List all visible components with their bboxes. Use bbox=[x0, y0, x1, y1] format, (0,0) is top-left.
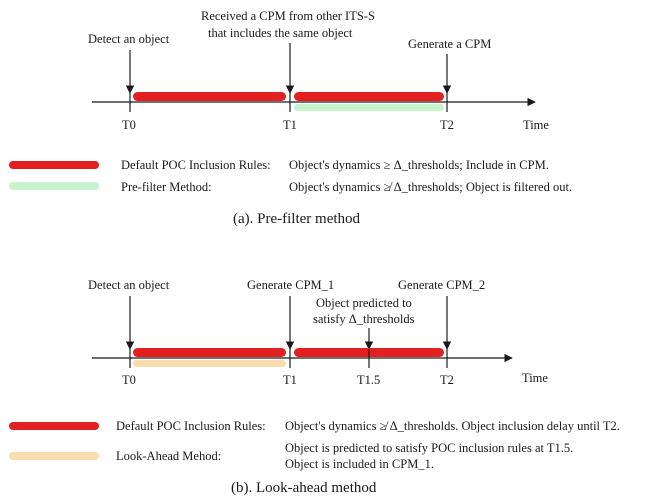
legend-default-swatch bbox=[9, 161, 99, 169]
event-received-label-line1: Received a CPM from other ITS-S bbox=[201, 9, 375, 23]
time-axis-label: Time bbox=[522, 371, 548, 385]
legend-prefilter-name: Pre-filter Method: bbox=[121, 180, 212, 194]
legend-lookahead-desc-line2: Object is included in CPM_1. bbox=[285, 457, 434, 471]
legend-default-desc: Object's dynamics ≥ Δ_thresholds; Includ… bbox=[289, 158, 549, 172]
tick-label-t0: T0 bbox=[122, 373, 136, 387]
tick-label-t2: T2 bbox=[440, 373, 454, 387]
tick-label-t1: T1 bbox=[283, 373, 297, 387]
tick-label-t2: T2 bbox=[440, 118, 454, 132]
panel-b: Detect an object Generate CPM_1 Object p… bbox=[9, 278, 620, 496]
tick-label-t15: T1.5 bbox=[357, 373, 380, 387]
prefilter-bar-t1-t2 bbox=[294, 104, 444, 111]
lookahead-bar-t0-t1 bbox=[133, 360, 286, 367]
legend-default-name: Default POC Inclusion Rules: bbox=[121, 158, 271, 172]
event-generate2-label: Generate CPM_2 bbox=[398, 278, 485, 292]
legend-prefilter-swatch bbox=[9, 182, 99, 190]
legend-default-desc: Object's dynamics ≱ Δ_thresholds. Object… bbox=[285, 419, 620, 433]
tick-label-t1: T1 bbox=[283, 118, 297, 132]
legend-lookahead-swatch bbox=[9, 452, 99, 460]
default-bar-t0-t1 bbox=[133, 348, 286, 357]
event-detect-label: Detect an object bbox=[88, 278, 170, 292]
tick-label-t0: T0 bbox=[122, 118, 136, 132]
event-predicted-label-line2: satisfy Δ_thresholds bbox=[313, 312, 415, 326]
caption-a: (a). Pre-filter method bbox=[233, 211, 361, 227]
caption-b: (b). Look-ahead method bbox=[231, 480, 377, 496]
time-axis-label: Time bbox=[523, 118, 549, 132]
legend-default-swatch bbox=[9, 422, 99, 430]
default-bar-t1-t2 bbox=[294, 92, 444, 101]
legend-default-name: Default POC Inclusion Rules: bbox=[116, 419, 266, 433]
legend-lookahead-name: Look-Ahead Mehod: bbox=[116, 449, 221, 463]
event-received-label-line2: that includes the same object bbox=[208, 26, 353, 40]
default-bar-t0-t1 bbox=[133, 92, 286, 101]
event-detect-label: Detect an object bbox=[88, 32, 170, 46]
panel-a: Detect an object Received a CPM from oth… bbox=[9, 9, 572, 227]
event-generate1-label: Generate CPM_1 bbox=[247, 278, 334, 292]
legend-prefilter-desc: Object's dynamics ≱ Δ_thresholds; Object… bbox=[289, 180, 572, 194]
event-generate-label: Generate a CPM bbox=[408, 37, 491, 51]
event-predicted-label-line1: Object predicted to bbox=[316, 296, 412, 310]
legend-lookahead-desc-line1: Object is predicted to satisfy POC inclu… bbox=[285, 441, 573, 455]
